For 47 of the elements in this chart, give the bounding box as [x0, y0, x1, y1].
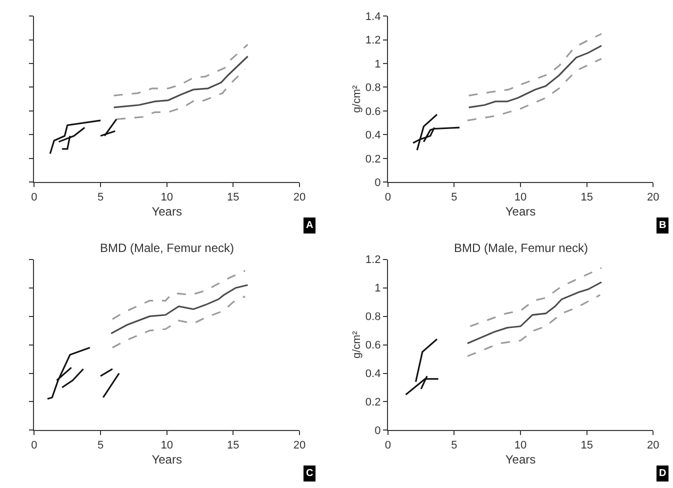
x-tick-label: 0 [384, 439, 391, 452]
x-tick-label: 5 [451, 439, 458, 452]
x-tick-label: 15 [227, 191, 240, 204]
chart-title: BMD (Male, Femur neck) [454, 241, 588, 255]
x-axis-title: Years [152, 204, 182, 218]
y-axis-title: g/cm² [351, 330, 364, 359]
x-tick-label: 5 [451, 191, 458, 204]
y-tick-label: 0.4 [365, 368, 381, 380]
y-tick-label: 1.2 [365, 34, 381, 47]
x-tick-label: 0 [31, 439, 38, 452]
text: A [306, 220, 314, 231]
x-tick-label: 15 [227, 439, 240, 452]
y-tick-label: 0 [374, 425, 381, 438]
x-tick-label: 20 [647, 439, 660, 452]
x-axis-title: Years [152, 452, 182, 466]
y-tick-label: 0.2 [365, 396, 381, 409]
x-tick-label: 15 [580, 439, 593, 452]
x-tick-label: 20 [647, 191, 660, 204]
y-tick-label: 1.2 [365, 254, 381, 266]
x-tick-label: 15 [580, 191, 593, 204]
x-axis-title: Years [505, 452, 536, 466]
x-tick-label: 10 [514, 439, 527, 452]
y-tick-label: 1 [374, 58, 381, 70]
y-tick-label: 0.8 [365, 82, 381, 94]
x-tick-label: 0 [384, 191, 391, 204]
text: B [659, 220, 666, 231]
y-axis-title: g/cm² [351, 85, 364, 113]
x-tick-label: 10 [514, 191, 527, 204]
y-tick-label: 0.6 [365, 106, 381, 118]
y-tick-label: 0.4 [365, 130, 381, 142]
text: D [659, 468, 666, 479]
x-tick-label: 10 [160, 191, 173, 204]
x-tick-label: 20 [293, 439, 306, 452]
y-tick-label: 0.6 [365, 340, 381, 352]
chart-title: BMD (Male, Femur neck) [100, 241, 234, 255]
y-tick-label: 0.2 [365, 153, 381, 166]
x-tick-label: 5 [97, 191, 104, 204]
y-tick-label: 1 [374, 282, 381, 295]
x-tick-label: 20 [293, 191, 306, 204]
text: C [306, 468, 314, 479]
x-tick-label: 10 [160, 439, 173, 452]
x-axis-title: Years [505, 204, 536, 218]
x-tick-label: 5 [97, 439, 104, 452]
y-tick-label: 1.4 [365, 10, 381, 23]
y-tick-label: 0.8 [365, 311, 381, 324]
y-tick-label: 0 [374, 177, 381, 190]
x-tick-label: 0 [31, 191, 38, 204]
